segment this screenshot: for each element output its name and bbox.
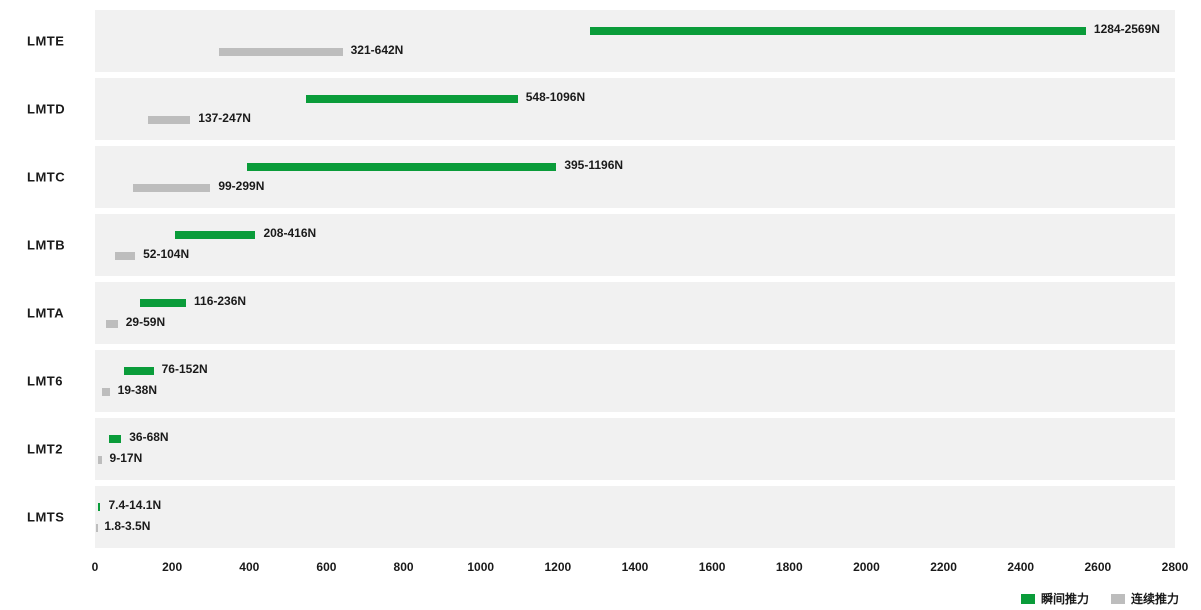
x-tick: 600 (316, 560, 336, 574)
x-tick: 2000 (853, 560, 880, 574)
gray-bar-label: 52-104N (143, 247, 189, 261)
legend-label-gray: 连续推力 (1131, 590, 1179, 607)
category-label: LMTS (27, 510, 64, 525)
x-tick: 400 (239, 560, 259, 574)
chart-row: LMTC395-1196N99-299N (95, 146, 1175, 208)
green-bar (247, 163, 556, 171)
green-bar-label: 1284-2569N (1094, 22, 1160, 36)
gray-bar-label: 137-247N (198, 111, 251, 125)
green-bar-label: 7.4-14.1N (108, 498, 161, 512)
category-label: LMTD (27, 102, 65, 117)
gray-bar-label: 29-59N (126, 315, 165, 329)
category-label: LMTE (27, 34, 64, 49)
chart-row: LMT676-152N19-38N (95, 350, 1175, 412)
chart-row: LMTA116-236N29-59N (95, 282, 1175, 344)
green-bar (140, 299, 186, 307)
x-tick: 1800 (776, 560, 803, 574)
legend-item-green: 瞬间推力 (1021, 590, 1089, 607)
x-axis: 0 200 400 600 800 1000 1200 1400 1600 1800 2000 220… (95, 560, 1175, 580)
green-bar-label: 116-236N (194, 294, 246, 308)
category-label: LMTC (27, 170, 65, 185)
category-label: LMT6 (27, 374, 63, 389)
green-bar (175, 231, 255, 239)
chart-row: LMTE1284-2569N321-642N (95, 10, 1175, 72)
thrust-range-chart: LMTE 1284-2569N 321-642N LMTD 548-1096N 137-2… (0, 0, 1201, 610)
gray-bar-label: 99-299N (218, 179, 264, 193)
x-tick: 2400 (1007, 560, 1034, 574)
gray-bar-label: 19-38N (118, 383, 157, 397)
chart-row: LMT236-68N9-17N (95, 418, 1175, 480)
chart-row: LMTS7.4-14.1N1.8-3.5N (95, 486, 1175, 548)
x-tick: 1400 (622, 560, 649, 574)
green-bar (124, 367, 153, 375)
gray-bar-label: 1.8-3.5N (104, 519, 150, 533)
legend-swatch-gray (1111, 594, 1125, 604)
gray-bar (96, 524, 98, 532)
green-bar-label: 76-152N (162, 362, 208, 376)
gray-bar (148, 116, 190, 124)
x-tick: 200 (162, 560, 182, 574)
x-tick: 2600 (1084, 560, 1111, 574)
legend-swatch-green (1021, 594, 1035, 604)
green-bar-label: 548-1096N (526, 90, 585, 104)
green-bar (109, 435, 121, 443)
x-tick: 1600 (699, 560, 726, 574)
x-tick: 1200 (544, 560, 571, 574)
gray-bar (106, 320, 118, 328)
gray-bar-label: 321-642N (351, 43, 404, 57)
green-bar (306, 95, 517, 103)
chart-row: LMTB208-416N52-104N (95, 214, 1175, 276)
legend: 瞬间推力 连续推力 (1021, 590, 1179, 607)
gray-bar (219, 48, 343, 56)
gray-bar-label: 9-17N (110, 451, 143, 465)
x-tick: 2800 (1162, 560, 1189, 574)
chart-row: LMTD548-1096N137-247N (95, 78, 1175, 140)
legend-item-gray: 连续推力 (1111, 590, 1179, 607)
x-tick: 800 (394, 560, 414, 574)
category-label: LMTA (27, 306, 64, 321)
gray-bar (98, 456, 101, 464)
plot-area: LMTE1284-2569N321-642NLMTD548-1096N137-2… (95, 10, 1175, 555)
gray-bar (133, 184, 210, 192)
green-bar-label: 395-1196N (564, 158, 623, 172)
gray-bar (102, 388, 109, 396)
category-label: LMTB (27, 238, 65, 253)
green-bar (590, 27, 1086, 35)
x-tick: 0 (92, 560, 99, 574)
x-tick: 2200 (930, 560, 957, 574)
green-bar-label: 208-416N (263, 226, 316, 240)
green-bar (98, 503, 101, 511)
green-bar-label: 36-68N (129, 430, 168, 444)
x-tick: 1000 (467, 560, 494, 574)
gray-bar (115, 252, 135, 260)
category-label: LMT2 (27, 442, 63, 457)
legend-label-green: 瞬间推力 (1041, 590, 1089, 607)
